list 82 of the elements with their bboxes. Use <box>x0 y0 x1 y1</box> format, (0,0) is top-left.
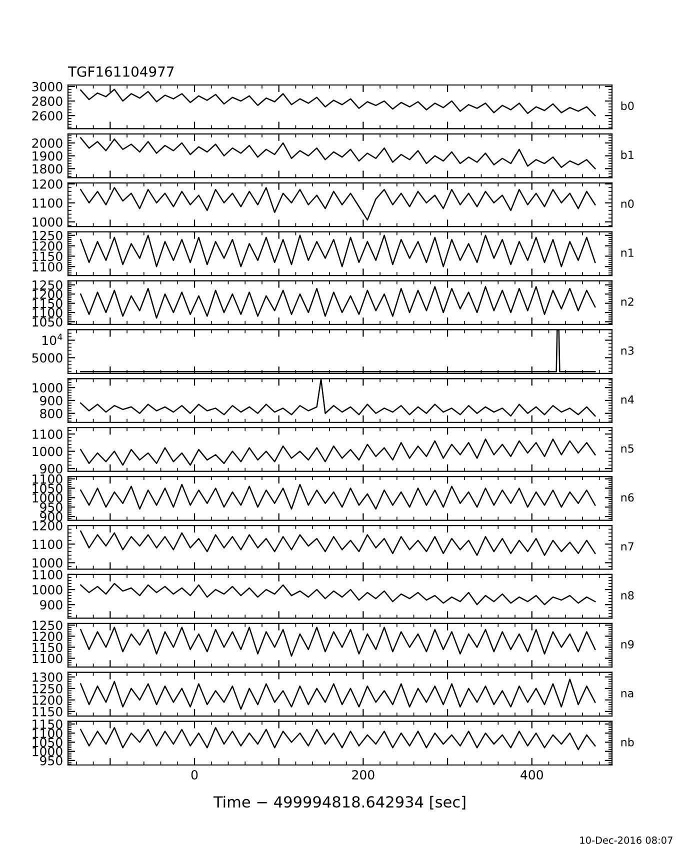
y-axis-title: n8 <box>621 591 634 600</box>
y-tick-label: 900 <box>40 396 62 406</box>
y-tick-label: 900 <box>40 464 62 474</box>
y-tick-label: 1200 <box>32 520 62 530</box>
y-tick-label: 1100 <box>32 429 62 439</box>
y-tick-label: 950 <box>40 502 62 512</box>
y-tick-label: 950 <box>40 756 62 766</box>
x-axis-title: Time − 499994818.642934 [sec] <box>213 796 466 810</box>
y-tick-label: 1100 <box>32 570 62 580</box>
line-series <box>80 530 596 556</box>
y-tick-label: 1050 <box>32 484 62 494</box>
line-series <box>80 137 596 170</box>
line-series <box>80 626 596 657</box>
y-tick-label: 1100 <box>32 540 62 550</box>
y-axis-title: na <box>621 691 634 698</box>
y-tick-label: 1150 <box>32 252 62 262</box>
line-series <box>80 484 596 510</box>
y-tick-label: 1050 <box>32 317 62 327</box>
y-tick-label: 1150 <box>32 298 62 308</box>
y-tick-label: 1000 <box>32 217 62 227</box>
line-series <box>80 582 596 606</box>
y-tick-label: 1200 <box>32 241 62 251</box>
y-tick-label: 5000 <box>32 353 62 363</box>
line-series <box>80 286 596 319</box>
y-tick-label: 1000 <box>32 746 62 756</box>
y-axis-title: n3 <box>621 346 634 355</box>
y-tick-label: 3000 <box>32 82 62 92</box>
y-tick-label: 1000 <box>32 493 62 503</box>
y-tick-label: 1200 <box>32 632 62 642</box>
y-tick-label: 2600 <box>32 111 62 121</box>
y-tick-label: 1150 <box>32 720 62 729</box>
y-axis-title: n9 <box>621 640 634 648</box>
y-tick-label: 10$^{4}$ <box>42 334 62 346</box>
y-tick-label: 1250 <box>32 620 62 630</box>
text: 10-Dec-2016 08:07 <box>580 836 672 844</box>
y-tick-label: 2000 <box>32 138 62 148</box>
y-axis-title: b0 <box>621 101 634 110</box>
y-tick-label: 1000 <box>32 383 62 392</box>
y-tick-label: 1200 <box>32 179 62 189</box>
y-tick-label: 1100 <box>32 262 62 272</box>
y-tick-label: 1100 <box>32 728 62 738</box>
y-tick-label: 900 <box>40 600 62 610</box>
y-tick-label: 800 <box>40 408 62 418</box>
y-axis-title: b1 <box>621 150 634 160</box>
y-tick-label: 1200 <box>32 695 62 705</box>
x-tick-label: 0 <box>191 770 198 780</box>
y-tick-label: 1200 <box>32 290 62 299</box>
y-tick-label: 1800 <box>32 164 62 174</box>
y-axis-title: n7 <box>621 542 634 550</box>
y-axis-title: n4 <box>621 395 634 404</box>
y-axis-title: n1 <box>621 248 634 257</box>
y-tick-label: 900 <box>40 512 62 522</box>
line-series <box>80 88 596 116</box>
y-tick-label: 1100 <box>32 474 62 484</box>
y-tick-label: 1250 <box>32 684 62 694</box>
y-tick-label: 1000 <box>32 558 62 568</box>
y-tick-label: 1250 <box>32 230 62 240</box>
y-axis-title: n6 <box>621 493 634 502</box>
x-tick-label: 200 <box>352 770 374 780</box>
y-tick-label: 1100 <box>32 654 62 664</box>
y-tick-label: 1050 <box>32 738 62 748</box>
y-tick-label: 1150 <box>32 642 62 652</box>
line-series <box>80 438 596 466</box>
y-tick-label: 1300 <box>32 672 62 682</box>
x-tick-label: 400 <box>520 770 543 780</box>
y-tick-label: 1100 <box>32 308 62 318</box>
y-tick-label: 1900 <box>32 151 62 161</box>
line-series <box>80 187 596 221</box>
line-series <box>80 234 596 268</box>
y-tick-label: 1000 <box>32 446 62 456</box>
y-axis-title: n0 <box>621 200 634 208</box>
line-series <box>80 678 596 710</box>
y-tick-label: 1000 <box>32 585 62 594</box>
y-tick-label: 1150 <box>32 706 62 716</box>
y-tick-label: 2800 <box>32 96 62 106</box>
y-axis-title: n5 <box>621 444 634 453</box>
y-axis-title: nb <box>621 738 634 746</box>
chart-title: TGF161104977 <box>68 66 174 77</box>
line-series <box>80 727 596 750</box>
y-axis-title: n2 <box>621 297 634 306</box>
y-tick-label: 1100 <box>32 198 62 208</box>
y-tick-label: 1250 <box>32 280 62 290</box>
